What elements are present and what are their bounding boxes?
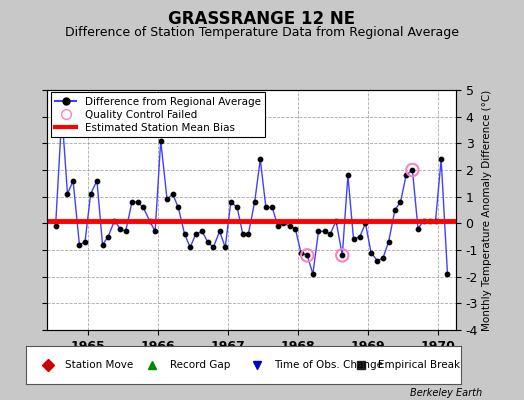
Point [367,250,375,256]
Point [314,228,323,234]
Point [274,223,282,229]
Point [104,234,112,240]
Point [63,191,72,197]
Point [134,199,142,205]
Point [437,156,445,162]
Point [385,239,393,245]
Point [419,218,428,224]
Point [180,231,189,237]
Point [233,204,242,210]
Point [174,204,182,210]
Point [69,178,78,184]
Point [81,239,89,245]
Point [139,204,147,210]
Point [186,244,194,250]
Point [86,191,95,197]
Point [408,167,417,173]
Point [51,223,60,229]
Point [279,220,288,226]
Point [244,231,253,237]
Point [344,172,352,178]
Point [238,231,247,237]
Point [157,138,165,144]
Text: Empirical Break: Empirical Break [378,360,461,370]
Point [145,218,154,224]
Text: Berkeley Earth: Berkeley Earth [410,388,482,398]
Point [431,218,440,224]
Point [221,244,230,250]
Point [391,207,399,213]
Point [361,220,369,226]
Point [356,234,364,240]
Text: Station Move: Station Move [66,360,134,370]
Point [408,167,417,173]
Point [332,218,340,224]
Point [338,252,346,258]
Point [297,250,305,256]
Point [163,196,171,202]
Point [227,199,235,205]
Point [215,228,224,234]
Point [350,236,358,242]
Point [379,255,387,261]
Point [261,204,270,210]
Point [58,111,66,117]
Text: GRASSRANGE 12 NE: GRASSRANGE 12 NE [168,10,356,28]
Point [303,252,311,258]
Point [396,199,405,205]
Point [286,223,294,229]
Y-axis label: Monthly Temperature Anomaly Difference (°C): Monthly Temperature Anomaly Difference (… [482,89,492,331]
Point [93,178,101,184]
Point [75,242,84,248]
Point [192,231,200,237]
Point [209,244,217,250]
Point [250,199,259,205]
Point [303,252,311,258]
Point [309,271,317,277]
Point [198,228,206,234]
Text: Record Gap: Record Gap [170,360,230,370]
Point [203,239,212,245]
Point [402,172,410,178]
Point [99,242,107,248]
Point [168,191,177,197]
Text: Difference of Station Temperature Data from Regional Average: Difference of Station Temperature Data f… [65,26,459,39]
Point [425,218,434,224]
Point [116,226,124,232]
Point [151,228,159,234]
Point [321,228,329,234]
Text: Time of Obs. Change: Time of Obs. Change [274,360,383,370]
Point [122,228,130,234]
Point [338,252,346,258]
Point [443,271,452,277]
Point [373,258,381,264]
Point [268,204,276,210]
Legend: Difference from Regional Average, Quality Control Failed, Estimated Station Mean: Difference from Regional Average, Qualit… [51,92,265,137]
Point [128,199,136,205]
Point [414,226,422,232]
Point [291,226,300,232]
Point [256,156,265,162]
Point [110,218,118,224]
Point [326,231,335,237]
